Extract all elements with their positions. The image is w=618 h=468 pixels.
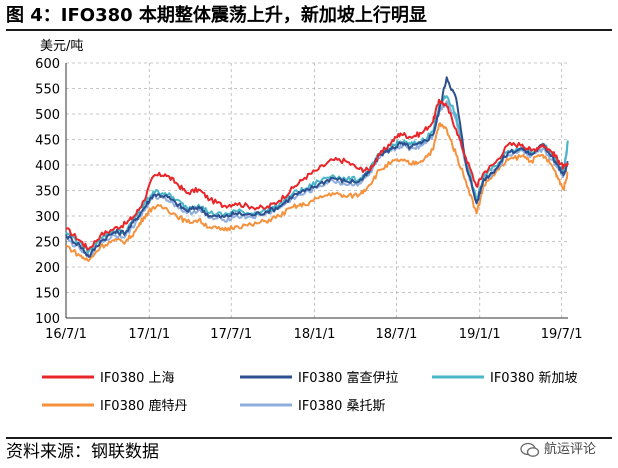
x-tick-label: 18/1/1 xyxy=(294,327,336,342)
line-chart: 美元/吨 100 150 200 250 300 350 400 450 500 550 600 16… xyxy=(35,39,582,414)
y-tick-label: 300 xyxy=(35,210,60,225)
series-line-1 xyxy=(65,98,569,251)
legend-label: IF0380 富查伊拉 xyxy=(298,370,399,386)
y-tick-label: 400 xyxy=(35,159,60,174)
series-line-4 xyxy=(65,122,569,262)
y-tick-label: 500 xyxy=(35,108,60,123)
series-line-2 xyxy=(65,76,569,258)
legend-label: IF0380 新加坡 xyxy=(490,370,578,386)
legend-label: IF0380 上海 xyxy=(100,371,175,386)
y-tick-label: 550 xyxy=(35,83,60,98)
y-axis-unit-label: 美元/吨 xyxy=(40,39,83,54)
y-tick-label: 350 xyxy=(35,185,60,200)
x-tick-label: 17/7/1 xyxy=(210,327,252,342)
y-tick-label: 100 xyxy=(35,312,60,327)
legend-label: IF0380 鹿特丹 xyxy=(100,398,188,414)
x-tick-label: 19/7/1 xyxy=(541,327,583,342)
legend-label: IF0380 桑托斯 xyxy=(298,399,386,414)
axes: 100 150 200 250 300 350 400 450 500 550 600 16/7/1 1… xyxy=(35,57,582,342)
series-lines xyxy=(65,76,569,262)
figure-title: 图 4：IFO380 本期整体震荡上升，新加坡上行明显 xyxy=(6,3,612,31)
x-tick-label: 18/7/1 xyxy=(376,327,418,342)
watermark-text: 航运评论 xyxy=(544,442,597,457)
source-note: 资料来源：钢联数据 xyxy=(6,437,612,465)
watermark: 航运评论 xyxy=(520,438,596,462)
x-tick-label: 17/1/1 xyxy=(128,327,170,342)
grid-lines xyxy=(66,62,568,318)
y-tick-label: 150 xyxy=(35,287,60,302)
x-tick-label: 16/7/1 xyxy=(45,327,87,342)
y-tick-label: 600 xyxy=(35,57,60,72)
y-tick-label: 450 xyxy=(35,134,60,149)
y-tick-label: 250 xyxy=(35,236,60,251)
legend: IF0380 上海 IF0380 富查伊拉 IF0380 新加坡 IF0380 鹿特丹… xyxy=(42,370,578,414)
wechat-icon xyxy=(520,442,540,457)
y-tick-label: 200 xyxy=(35,261,60,276)
series-line-5 xyxy=(65,100,569,257)
x-tick-label: 19/1/1 xyxy=(459,327,501,342)
